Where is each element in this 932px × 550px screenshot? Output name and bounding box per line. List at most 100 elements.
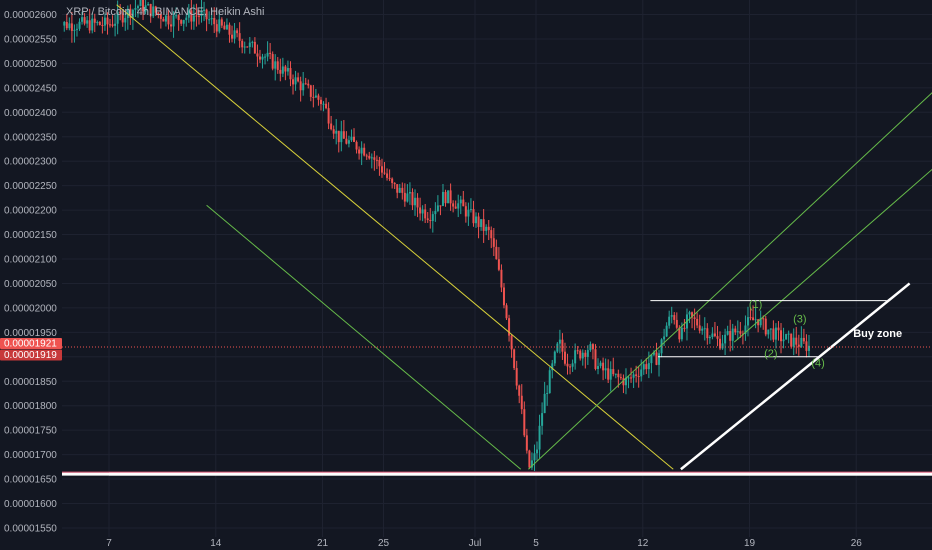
- x-tick-label: 12: [637, 538, 649, 549]
- y-tick-label: 0.00002350: [4, 132, 57, 143]
- down-candle: [439, 205, 442, 216]
- up-candle: [264, 53, 267, 65]
- up-candle: [807, 334, 810, 357]
- down-candle: [401, 182, 404, 200]
- up-candle: [370, 153, 373, 169]
- down-candle: [452, 200, 455, 213]
- up-candle: [421, 205, 424, 222]
- up-candle: [63, 21, 66, 32]
- down-candle: [805, 334, 808, 358]
- down-candle: [518, 384, 521, 404]
- down-candle: [190, 0, 193, 30]
- up-candle: [175, 7, 178, 19]
- up-candle: [769, 328, 772, 341]
- x-tick-label: 19: [744, 538, 756, 549]
- up-candle: [192, 4, 195, 30]
- up-candle: [571, 359, 574, 372]
- up-candle: [447, 190, 450, 204]
- down-candle: [419, 197, 422, 221]
- up-candle: [335, 119, 338, 145]
- down-candle: [706, 323, 709, 345]
- down-candle: [197, 9, 200, 25]
- down-candle: [764, 315, 767, 337]
- down-candle: [675, 312, 678, 330]
- symbol-header: XRP / Bitcoin, 4h, BINANCE, Heikin Ashi: [66, 6, 265, 18]
- down-candle: [83, 13, 86, 26]
- up-candle: [73, 24, 76, 43]
- trendline-channel-base: [528, 92, 932, 470]
- down-candle: [312, 84, 315, 108]
- down-candle: [149, 3, 152, 23]
- annotation-buy_zone: Buy zone: [853, 328, 902, 340]
- up-candle: [647, 351, 650, 379]
- down-candle: [213, 7, 216, 33]
- up-candle: [457, 194, 460, 218]
- up-candle: [266, 41, 269, 62]
- y-tick-label: 0.00002450: [4, 83, 57, 94]
- up-candle: [350, 129, 353, 142]
- up-candle: [581, 349, 584, 366]
- up-candle: [660, 338, 663, 358]
- y-tick-label: 0.00002300: [4, 157, 57, 168]
- up-candle: [243, 41, 246, 54]
- down-candle: [309, 84, 312, 102]
- up-candle: [218, 11, 221, 34]
- up-candle: [431, 211, 434, 233]
- down-candle: [365, 153, 368, 160]
- up-candle: [627, 375, 630, 389]
- up-candle: [314, 88, 317, 99]
- down-candle: [253, 37, 256, 54]
- down-candle: [510, 334, 513, 358]
- down-candle: [645, 358, 648, 375]
- y-tick-label: 0.00001700: [4, 450, 57, 461]
- down-candle: [602, 357, 605, 381]
- down-candle: [795, 326, 798, 354]
- down-candle: [238, 22, 241, 48]
- up-candle: [182, 19, 185, 32]
- down-candle: [619, 373, 622, 381]
- down-candle: [388, 169, 391, 182]
- up-candle: [703, 317, 706, 341]
- down-candle: [337, 130, 340, 153]
- up-candle: [670, 306, 673, 324]
- up-candle: [136, 4, 139, 18]
- up-candle: [708, 335, 711, 344]
- up-candle: [126, 5, 129, 30]
- up-candle: [408, 182, 411, 205]
- down-candle: [696, 312, 699, 329]
- down-candle: [416, 193, 419, 218]
- up-candle: [546, 385, 549, 406]
- up-candle: [469, 198, 472, 213]
- down-candle: [713, 322, 716, 338]
- down-candle: [495, 239, 498, 260]
- up-candle: [131, 8, 134, 30]
- price-tag-second-text: 0.00001919: [4, 350, 57, 361]
- y-tick-label: 0.00001850: [4, 377, 57, 388]
- up-candle: [208, 11, 211, 25]
- up-candle: [81, 11, 84, 25]
- down-candle: [691, 311, 694, 329]
- up-candle: [360, 141, 363, 166]
- up-candle: [225, 18, 228, 30]
- up-candle: [294, 70, 297, 91]
- up-candle: [726, 325, 729, 336]
- down-candle: [508, 314, 511, 342]
- down-candle: [637, 366, 640, 388]
- up-candle: [754, 307, 757, 329]
- y-tick-label: 0.00002550: [4, 34, 57, 45]
- down-candle: [777, 321, 780, 341]
- down-candle: [368, 151, 371, 160]
- x-tick-label: 5: [533, 538, 539, 549]
- up-candle: [485, 224, 488, 236]
- y-tick-label: 0.00001800: [4, 401, 57, 412]
- down-candle: [276, 57, 279, 74]
- x-tick-label: 21: [317, 538, 329, 549]
- down-candle: [345, 131, 348, 145]
- down-candle: [673, 312, 676, 325]
- down-candle: [378, 156, 381, 176]
- up-candle: [530, 452, 533, 470]
- up-candle: [203, 1, 206, 22]
- up-candle: [787, 330, 790, 344]
- x-tick-label: 14: [210, 538, 222, 549]
